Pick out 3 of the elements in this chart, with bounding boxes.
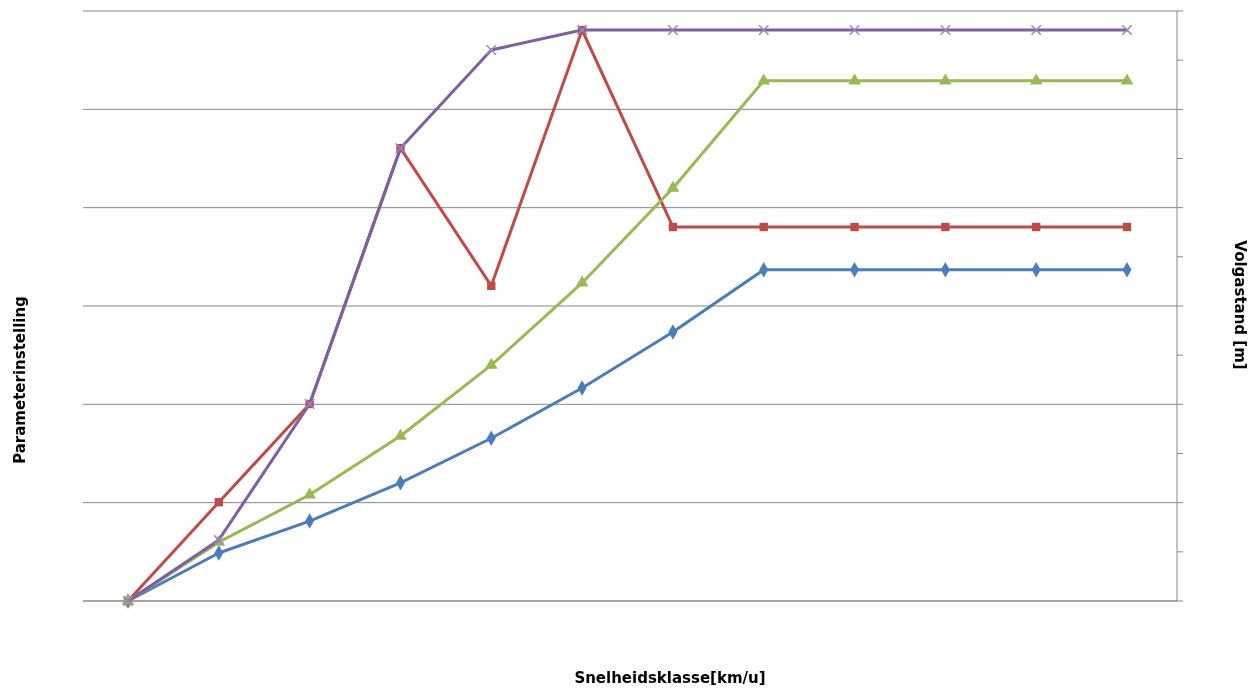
y2-axis-title: Volgastand [m] bbox=[1231, 240, 1249, 370]
x-axis-title: Snelheidsklasse[km/u] bbox=[574, 669, 766, 687]
y-axis-title: Parameterinstelling bbox=[11, 296, 29, 464]
